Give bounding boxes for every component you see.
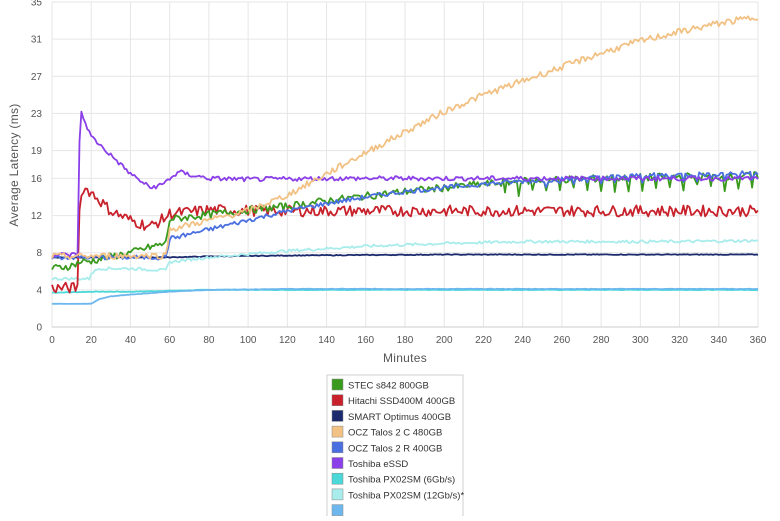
series-line-4 — [51, 170, 759, 261]
legend-swatch-8 — [331, 504, 344, 516]
grid — [51, 1, 759, 328]
y-tick-label-5: 19 — [31, 146, 43, 157]
series-line-7 — [51, 239, 759, 281]
x-tick-label-13: 260 — [554, 335, 571, 346]
legend: STEC s842 800GB Hitachi SSD400M 400GB SMAR… — [326, 374, 464, 521]
legend-label-0: STEC s842 800GB — [348, 381, 429, 392]
axes: 0 20 40 60 80 100 120 140 160 180 200 220 240 260 280 3… — [31, 0, 767, 346]
x-tick-label-11: 220 — [475, 335, 492, 346]
x-tick-label-6: 120 — [279, 335, 296, 346]
legend-swatch-3 — [331, 425, 344, 438]
x-tick-label-14: 280 — [593, 335, 610, 346]
series-line-8 — [51, 287, 759, 305]
y-tick-label-2: 8 — [36, 248, 42, 259]
legend-swatch-0 — [331, 378, 344, 391]
x-tick-label-16: 320 — [671, 335, 688, 346]
legend-swatch-4 — [331, 441, 344, 454]
y-tick-label-9: 35 — [31, 0, 43, 9]
series-line-3 — [51, 15, 759, 260]
x-tick-label-4: 80 — [203, 335, 215, 346]
y-axis-title: Average Latency (ms) — [7, 103, 21, 226]
legend-swatch-5 — [331, 457, 344, 469]
y-tick-label-8: 31 — [31, 35, 43, 46]
legend-box — [326, 374, 464, 521]
x-tick-label-15: 300 — [632, 335, 649, 346]
x-axis-title: Minutes — [383, 351, 427, 365]
y-tick-label-6: 23 — [31, 109, 43, 120]
legend-swatch-2 — [331, 410, 344, 422]
y-tick-label-1: 4 — [36, 285, 42, 296]
y-tick-label-7: 27 — [31, 72, 43, 83]
x-tick-label-2: 40 — [125, 335, 137, 346]
legend-label-7: Toshiba PX02SM (12Gb/s)* — [348, 490, 464, 501]
x-tick-label-7: 140 — [318, 335, 335, 346]
y-tick-label-0: 0 — [36, 323, 42, 334]
x-tick-label-17: 340 — [710, 335, 727, 346]
x-tick-label-1: 20 — [86, 335, 98, 346]
y-tick-label-4: 16 — [31, 174, 43, 185]
x-tick-label-0: 0 — [49, 335, 55, 346]
legend-swatch-7 — [331, 488, 344, 501]
series-line-1 — [51, 187, 759, 294]
x-tick-label-12: 240 — [514, 335, 531, 346]
x-tick-label-9: 180 — [397, 335, 414, 346]
legend-label-2: SMART Optimus 400GB — [348, 412, 451, 423]
series-line-5 — [51, 110, 759, 258]
legend-label-5: Toshiba eSSD — [348, 459, 408, 470]
x-tick-label-18: 360 — [750, 335, 767, 346]
x-tick-label-5: 100 — [240, 335, 257, 346]
legend-label-3: OCZ Talos 2 C 480GB — [348, 428, 442, 439]
legend-label-6: Toshiba PX02SM (6Gb/s) — [348, 475, 455, 486]
x-tick-label-8: 160 — [357, 335, 374, 346]
series-line-2 — [51, 253, 759, 259]
y-tick-label-3: 12 — [31, 211, 43, 222]
legend-swatch-1 — [331, 394, 344, 406]
series-lines — [51, 15, 759, 305]
legend-label-4: OCZ Talos 2 R 400GB — [348, 443, 442, 454]
legend-swatch-6 — [331, 472, 344, 485]
x-tick-label-10: 200 — [436, 335, 453, 346]
legend-label-1: Hitachi SSD400M 400GB — [348, 396, 455, 407]
x-tick-label-3: 60 — [164, 335, 176, 346]
